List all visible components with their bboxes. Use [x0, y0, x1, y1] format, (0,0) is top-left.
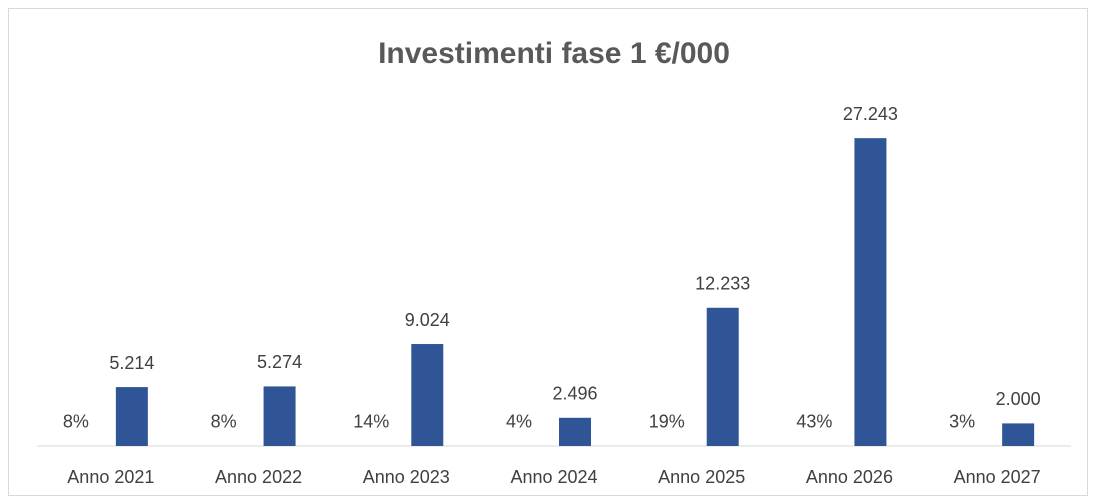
chart-border	[8, 8, 1088, 496]
chart-title: Investimenti fase 1 €/000	[378, 37, 730, 70]
data-label: 19%	[649, 412, 685, 432]
data-label: 8%	[63, 412, 89, 432]
data-label: 5.214	[109, 353, 154, 373]
data-label: 2.000	[996, 389, 1041, 409]
data-label: 2.496	[552, 384, 597, 404]
data-label: 4%	[506, 412, 532, 432]
bar	[706, 307, 739, 446]
x-tick-label: Anno 2021	[67, 467, 154, 487]
bar	[559, 417, 591, 446]
bar	[115, 387, 148, 446]
bar	[411, 344, 444, 446]
data-label: 43%	[796, 412, 832, 432]
data-label: 9.024	[405, 310, 450, 330]
data-label: 27.243	[843, 104, 898, 124]
x-tick-label: Anno 2026	[806, 467, 893, 487]
x-tick-label: Anno 2022	[215, 467, 302, 487]
data-label: 14%	[353, 412, 389, 432]
x-tick-label: Anno 2023	[363, 467, 450, 487]
data-label: 5.274	[257, 352, 302, 372]
bar	[263, 386, 296, 446]
bar	[1002, 423, 1035, 446]
data-label: 8%	[211, 412, 237, 432]
bar	[854, 138, 887, 446]
data-label: 3%	[949, 412, 975, 432]
data-label: 12.233	[695, 274, 750, 294]
x-tick-label: Anno 2027	[954, 467, 1041, 487]
x-tick-label: Anno 2024	[510, 467, 597, 487]
x-tick-label: Anno 2025	[658, 467, 745, 487]
